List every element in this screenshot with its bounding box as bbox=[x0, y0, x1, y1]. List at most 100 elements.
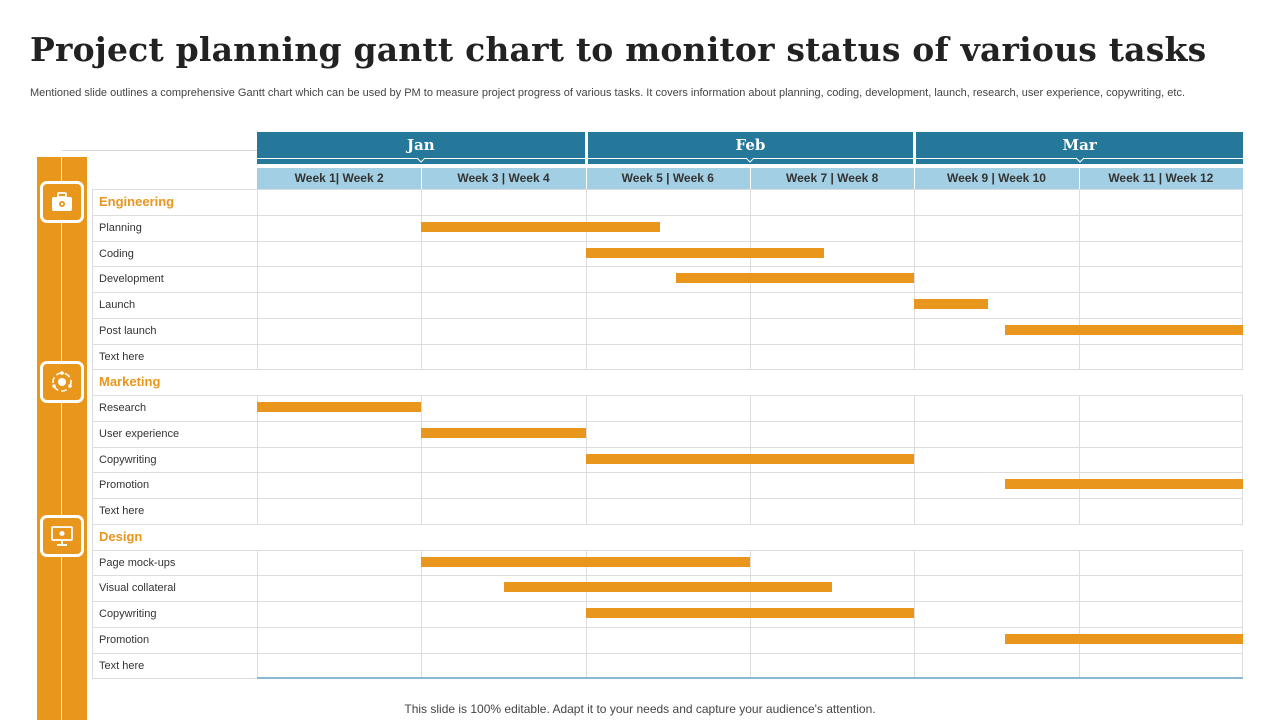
task-label: Launch bbox=[99, 299, 136, 311]
grid-vline bbox=[1242, 395, 1243, 524]
row-line bbox=[92, 575, 257, 577]
gantt-bar-planning bbox=[421, 221, 660, 232]
gantt-bar-visual-collateral bbox=[503, 582, 833, 593]
caret-down-icon bbox=[416, 157, 426, 163]
task-label: Promotion bbox=[99, 479, 150, 492]
group-label: Design bbox=[99, 528, 143, 544]
group-label: Engineering bbox=[99, 194, 175, 209]
month-label: Feb bbox=[735, 136, 766, 154]
grid-vline bbox=[914, 189, 916, 215]
month-header-feb: Feb bbox=[587, 132, 914, 164]
grid-vline bbox=[1078, 214, 1080, 370]
week-divider bbox=[585, 168, 587, 189]
top-rule bbox=[61, 150, 257, 151]
week-divider bbox=[750, 168, 751, 189]
row-line bbox=[92, 317, 257, 319]
caret-down-icon bbox=[1075, 157, 1085, 163]
grid-vline bbox=[585, 189, 587, 215]
grid-vline bbox=[750, 189, 751, 215]
row-line bbox=[92, 652, 257, 654]
label-column-border bbox=[92, 189, 93, 678]
marketing-icon-box bbox=[37, 358, 87, 406]
task-label: Promotion bbox=[99, 633, 150, 646]
briefcase-icon bbox=[52, 192, 72, 211]
month-label: Jan bbox=[406, 136, 435, 154]
grid-line bbox=[257, 523, 1243, 525]
row-line bbox=[92, 626, 257, 628]
grid-vline bbox=[421, 214, 423, 370]
row-line bbox=[92, 343, 257, 345]
row-line bbox=[92, 472, 257, 474]
caret-down-icon bbox=[746, 157, 755, 163]
engineering-icon-box bbox=[37, 178, 87, 226]
week-label: Week 5 | Week 6 bbox=[621, 171, 714, 185]
page-title: Project planning gantt chart to monitor … bbox=[30, 30, 1207, 69]
month-label: Mar bbox=[1062, 136, 1097, 154]
grid-line bbox=[257, 369, 1243, 371]
row-line bbox=[92, 678, 257, 680]
grid-vline bbox=[421, 395, 423, 524]
task-label: Development bbox=[99, 273, 164, 286]
task-label: Copywriting bbox=[99, 608, 157, 620]
grid-vline bbox=[421, 189, 423, 215]
week-label: Week 11 | Week 12 bbox=[1108, 171, 1214, 185]
gantt-bar-post-launch bbox=[1004, 324, 1243, 335]
grid-vline bbox=[257, 214, 258, 370]
sidebar-line bbox=[61, 150, 62, 720]
footer-note: This slide is 100% editable. Adapt it to… bbox=[404, 702, 876, 716]
gantt-bar-coding bbox=[585, 247, 824, 258]
task-label: Text here bbox=[99, 350, 145, 363]
monitor-design-icon bbox=[51, 526, 73, 546]
week-label: Week 1| Week 2 bbox=[294, 171, 384, 185]
grid-vline bbox=[1078, 549, 1080, 679]
row-line bbox=[92, 369, 257, 371]
row-line bbox=[92, 266, 257, 268]
task-label: Research bbox=[99, 402, 147, 414]
week-label: Week 7 | Week 8 bbox=[786, 171, 879, 185]
week-label: Week 3 | Week 4 bbox=[457, 171, 550, 185]
row-line bbox=[92, 292, 257, 293]
task-label: Post launch bbox=[99, 324, 157, 337]
task-label: Visual collateral bbox=[99, 582, 176, 595]
row-line bbox=[92, 549, 257, 551]
grid-vline bbox=[914, 214, 916, 370]
group-label: Marketing bbox=[99, 374, 161, 390]
gantt-bar-page-mock-ups bbox=[421, 556, 750, 567]
sidebar-band bbox=[37, 157, 87, 720]
row-line bbox=[92, 523, 257, 525]
grid-vline bbox=[1078, 395, 1080, 524]
gantt-bar-development bbox=[676, 273, 915, 284]
gantt-bar-copywriting bbox=[585, 453, 915, 464]
gantt-bar-copywriting bbox=[585, 608, 915, 618]
week-divider bbox=[1078, 168, 1080, 189]
row-line bbox=[92, 395, 257, 396]
grid-vline bbox=[257, 549, 258, 679]
task-label: Page mock-ups bbox=[99, 556, 176, 569]
gantt-bar-user-experience bbox=[421, 427, 586, 438]
task-label: Coding bbox=[99, 247, 134, 260]
row-line bbox=[92, 420, 257, 422]
grid-vline bbox=[914, 549, 916, 679]
gantt-bar-promotion bbox=[1004, 479, 1243, 490]
grid-vline bbox=[585, 214, 587, 370]
task-label: Copywriting bbox=[99, 453, 157, 466]
gantt-bar-research bbox=[257, 402, 422, 412]
grid-vline bbox=[1242, 214, 1243, 370]
grid-vline bbox=[1078, 189, 1080, 215]
bottom-rule bbox=[257, 677, 1243, 679]
row-line bbox=[92, 498, 257, 499]
row-line bbox=[92, 601, 257, 602]
gantt-bar-launch bbox=[914, 299, 989, 309]
row-line bbox=[92, 214, 257, 216]
task-label: Text here bbox=[99, 505, 145, 517]
task-label: Planning bbox=[99, 221, 142, 234]
grid-vline bbox=[750, 214, 751, 370]
grid-vline bbox=[421, 549, 423, 679]
grid-vline bbox=[257, 395, 258, 524]
month-header-jan: Jan bbox=[257, 132, 585, 164]
task-label: User experience bbox=[99, 427, 180, 440]
marketing-cycle-icon bbox=[52, 371, 72, 392]
grid-vline bbox=[1242, 549, 1243, 679]
grid-vline bbox=[1242, 189, 1243, 215]
design-icon-box bbox=[37, 512, 87, 560]
